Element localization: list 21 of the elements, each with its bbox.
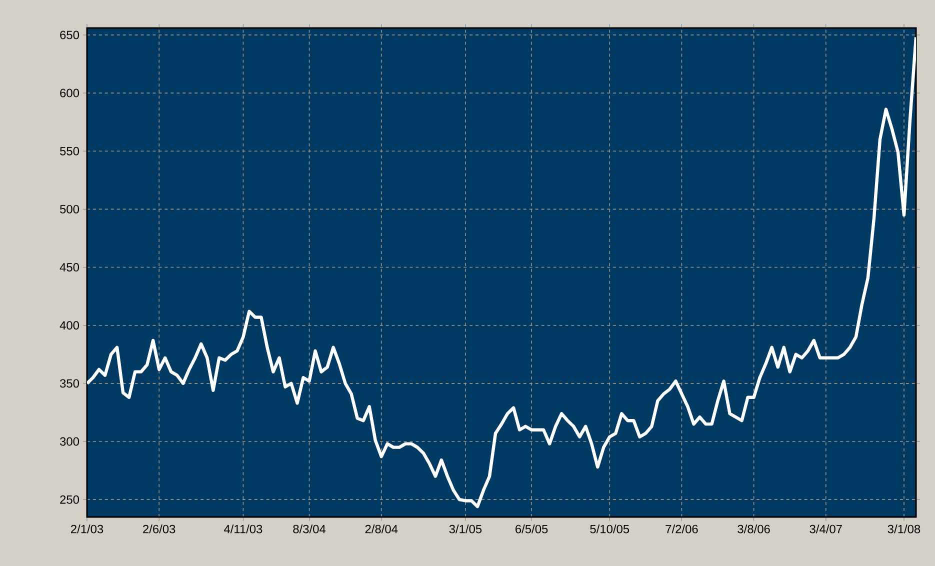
x-tick-label: 3/8/06 — [738, 524, 770, 534]
y-tick-label: 650 — [60, 30, 80, 40]
y-tick-label: 450 — [60, 263, 80, 272]
x-tick-label: 6/5/05 — [516, 524, 548, 534]
x-tick-label: 3/4/07 — [810, 524, 842, 534]
x-tick-label: 3/1/05 — [449, 524, 482, 534]
x-tick-label: 2/8/04 — [365, 524, 398, 534]
x-tick-label: 2/6/03 — [143, 524, 176, 534]
x-tick-label: 4/11/03 — [224, 524, 262, 534]
y-tick-label: 400 — [60, 321, 80, 330]
x-tick-label: 5/10/05 — [590, 524, 630, 534]
x-tick-label: 7/2/06 — [666, 524, 698, 534]
x-tick-label: 8/3/04 — [293, 524, 326, 534]
y-tick-label: 350 — [60, 379, 80, 388]
y-tick-label: 600 — [60, 88, 80, 98]
y-tick-label: 300 — [60, 437, 80, 446]
y-tick-label: 500 — [60, 204, 80, 214]
x-tick-label: 2/1/03 — [70, 524, 104, 534]
x-tick-label: 3/1/08 — [888, 524, 920, 534]
y-tick-label: 550 — [60, 146, 80, 156]
y-tick-label: 250 — [60, 495, 80, 504]
